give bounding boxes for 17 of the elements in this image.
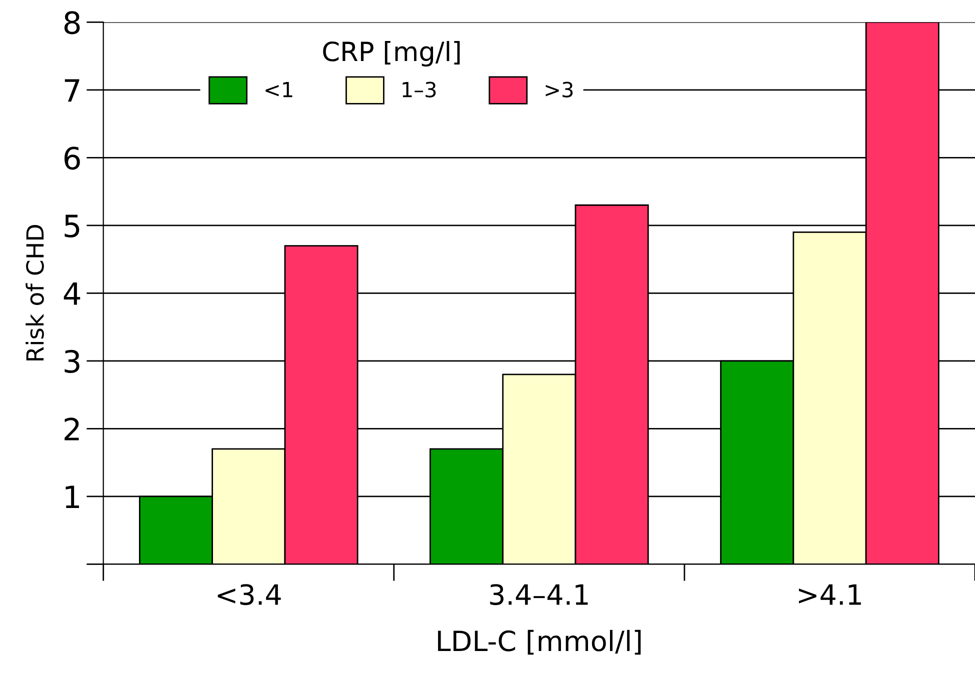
y-tick-label: 1 [66, 486, 79, 508]
x-tick-label: <3.4 [218, 584, 281, 606]
x-axis-title: LDL-C [mmol/l] [438, 630, 641, 655]
y-tick-label: 3 [64, 350, 80, 373]
y-tick-label: 6 [64, 146, 80, 170]
y-tick-label: 8 [64, 11, 80, 34]
legend-label: <1 [266, 82, 292, 98]
x-tick-label: 3.4–4.1 [490, 584, 588, 606]
x-tick-label: >4.1 [798, 584, 861, 605]
y-tick-label: 5 [64, 214, 80, 238]
legend-label: >3 [546, 82, 573, 98]
y-tick-label: 4 [64, 282, 80, 305]
y-tick-label: 2 [64, 418, 79, 440]
y-tick-label: 7 [64, 79, 80, 102]
y-axis-title: Risk of CHD [26, 225, 44, 360]
legend-title: CRP [mg/l] [323, 40, 460, 67]
legend-label: 1–3 [402, 82, 436, 98]
